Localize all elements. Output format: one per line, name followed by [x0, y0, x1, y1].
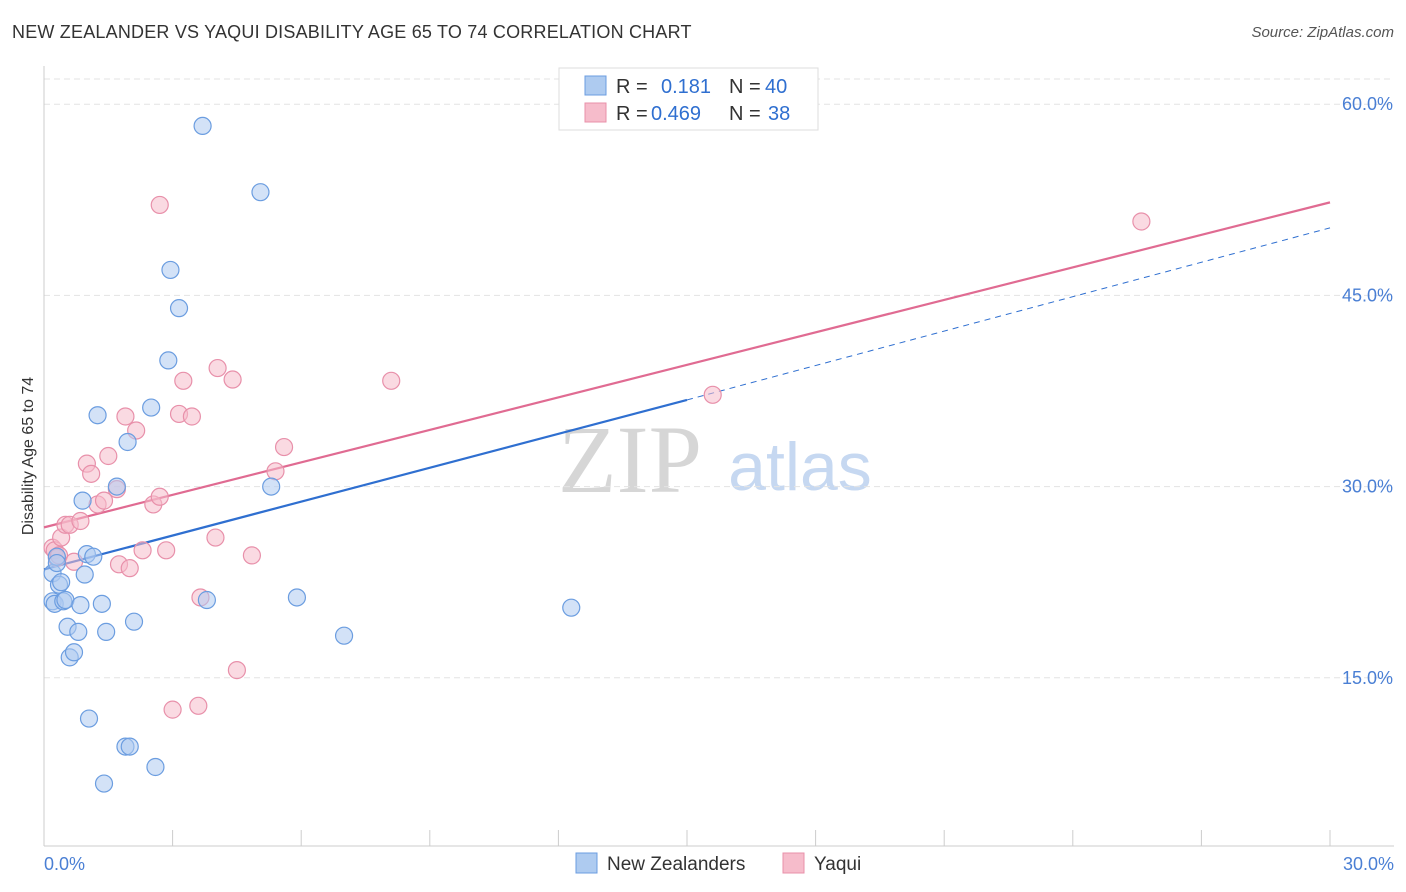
point-new-zealanders	[52, 573, 71, 592]
trend-line-new-zealanders	[43, 398, 688, 571]
point-new-zealanders	[88, 406, 107, 425]
point-yaqui	[71, 511, 90, 531]
point-yaqui	[157, 541, 176, 560]
point-yaqui	[274, 437, 294, 457]
point-new-zealanders	[124, 612, 144, 631]
legend-r-value-1: 0.181	[661, 76, 711, 98]
point-new-zealanders	[262, 477, 281, 496]
point-new-zealanders	[169, 299, 189, 318]
trend-line-yaqui	[43, 201, 1331, 529]
y-tick-label: 15.0%	[1342, 668, 1393, 688]
point-new-zealanders	[142, 398, 161, 417]
point-new-zealanders	[120, 737, 139, 756]
bottom-legend-swatch-yaqui	[782, 852, 805, 874]
y-axis-title: Disability Age 65 to 74	[20, 377, 37, 535]
point-yaqui	[703, 385, 722, 404]
x-tick-label-min: 0.0%	[44, 854, 85, 874]
point-new-zealanders	[97, 622, 116, 641]
point-yaqui	[82, 464, 101, 483]
point-yaqui	[189, 696, 208, 715]
bottom-legend-swatch-new-zealanders	[575, 852, 598, 874]
point-new-zealanders	[146, 757, 165, 777]
point-yaqui	[382, 371, 401, 390]
point-yaqui	[208, 358, 227, 378]
legend-r-label-1: R =	[616, 76, 648, 98]
data-points	[43, 116, 1151, 793]
point-yaqui	[94, 491, 114, 510]
point-new-zealanders	[79, 709, 99, 728]
axes	[43, 66, 1394, 847]
point-yaqui	[99, 446, 118, 466]
y-tick-label: 60.0%	[1342, 94, 1393, 114]
point-yaqui	[182, 407, 201, 426]
point-new-zealanders	[159, 351, 178, 370]
trend-line-new-zealanders-extrapolated	[686, 227, 1331, 401]
x-ticks	[172, 830, 1331, 846]
point-yaqui	[227, 661, 246, 680]
y-tick-label: 30.0%	[1342, 477, 1393, 497]
point-yaqui	[223, 370, 242, 389]
bottom-legend-new-zealanders: New Zealanders	[607, 854, 745, 875]
point-new-zealanders	[161, 260, 180, 280]
gridlines	[44, 78, 1394, 679]
trend-lines	[43, 201, 1331, 571]
chart-source: Source: ZipAtlas.com	[1251, 24, 1394, 41]
point-yaqui	[174, 371, 193, 390]
point-new-zealanders	[562, 598, 581, 617]
bottom-legend-yaqui: Yaqui	[814, 854, 861, 875]
point-new-zealanders	[73, 491, 92, 510]
chart-title: NEW ZEALANDER VS YAQUI DISABILITY AGE 65…	[12, 22, 692, 42]
legend-swatch-new-zealanders	[584, 75, 607, 96]
point-yaqui	[163, 700, 182, 719]
x-tick-label-max: 30.0%	[1343, 854, 1394, 874]
point-new-zealanders	[69, 622, 88, 641]
point-yaqui	[150, 195, 169, 215]
watermark-zip: ZIP	[558, 406, 702, 513]
point-new-zealanders	[251, 183, 270, 202]
point-yaqui	[206, 528, 225, 547]
point-new-zealanders	[64, 643, 84, 662]
point-yaqui	[133, 541, 152, 560]
legend-n-label-2: N =	[729, 103, 761, 125]
point-new-zealanders	[92, 594, 111, 613]
bottom-legend: New Zealanders Yaqui	[575, 852, 861, 875]
legend-r-value-2: 0.469	[651, 103, 701, 125]
point-new-zealanders	[287, 588, 307, 607]
point-yaqui	[120, 559, 139, 578]
legend-swatch-yaqui	[584, 102, 607, 123]
point-new-zealanders	[75, 565, 94, 584]
legend-n-value-1: 40	[765, 76, 787, 98]
point-yaqui	[1132, 212, 1151, 231]
point-new-zealanders	[118, 432, 137, 452]
point-yaqui	[116, 407, 135, 426]
legend-n-label-1: N =	[729, 76, 761, 98]
y-tick-labels: 15.0% 30.0% 45.0% 60.0%	[1342, 94, 1393, 688]
legend-n-value-2: 38	[768, 103, 790, 125]
point-new-zealanders	[197, 590, 216, 610]
watermark-atlas: atlas	[728, 429, 872, 505]
point-new-zealanders	[71, 596, 90, 615]
point-new-zealanders	[334, 626, 354, 645]
point-new-zealanders	[193, 116, 212, 136]
point-yaqui	[266, 462, 285, 481]
point-new-zealanders	[84, 547, 103, 566]
legend: R = 0.181 N = 40 R = 0.469 N = 38	[558, 67, 819, 131]
legend-r-label-2: R =	[616, 103, 648, 125]
point-new-zealanders	[94, 774, 114, 793]
point-new-zealanders	[47, 553, 66, 573]
point-new-zealanders	[107, 477, 126, 496]
point-yaqui	[150, 487, 169, 506]
point-yaqui	[242, 546, 262, 565]
y-tick-label: 45.0%	[1342, 285, 1393, 305]
